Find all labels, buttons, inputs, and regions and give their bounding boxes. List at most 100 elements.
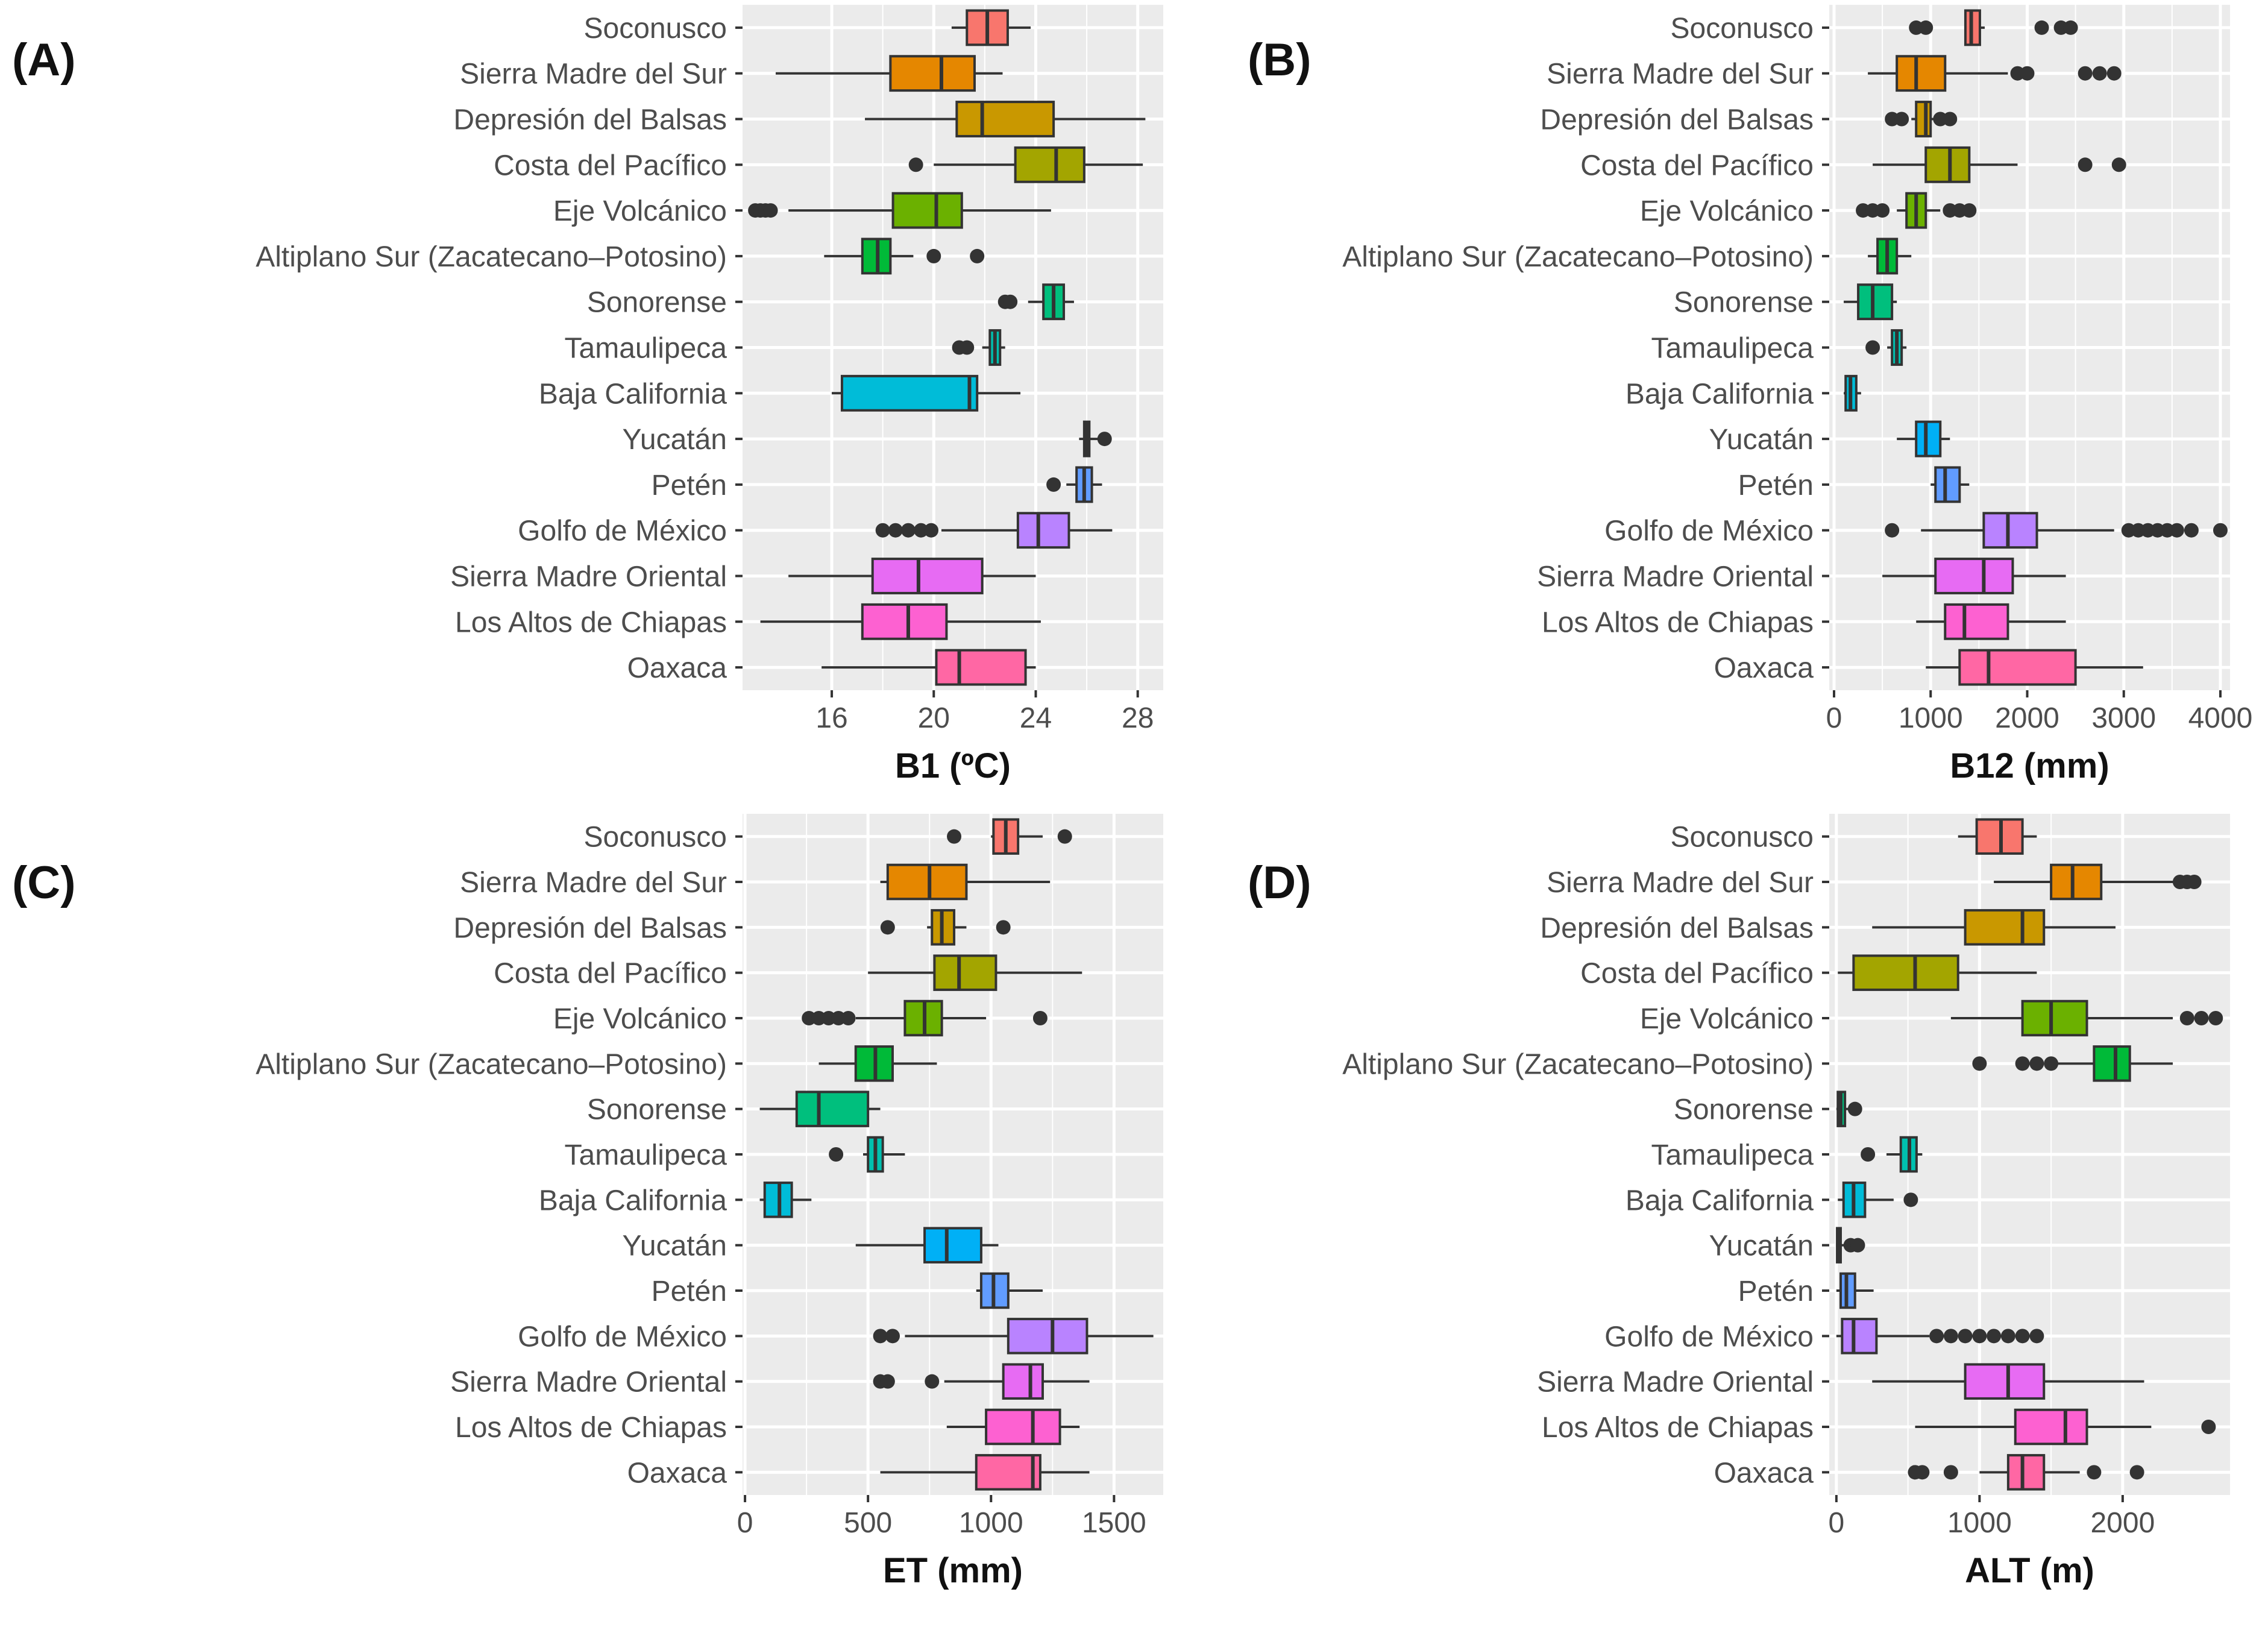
- box-6: Altiplano Sur (Zacatecano–Potosino): [256, 238, 985, 275]
- box-body: [1852, 954, 1959, 991]
- box-body: [1016, 512, 1070, 549]
- box-body: [933, 954, 997, 991]
- outlier-point: [763, 203, 778, 218]
- category-label: Altiplano Sur (Zacatecano–Potosino): [1342, 241, 1814, 273]
- outlier-point: [1865, 340, 1880, 355]
- outlier-point: [2087, 1465, 2102, 1480]
- outlier-point: [2034, 20, 2049, 35]
- category-label: Soconusco: [584, 13, 727, 45]
- box-14: Los Altos de Chiapas: [1542, 1408, 2216, 1446]
- box-body: [1924, 146, 1971, 183]
- x-tick-label: 0: [1829, 1507, 1845, 1539]
- box-14: Los Altos de Chiapas: [1542, 603, 2066, 640]
- category-label: Oaxaca: [627, 1457, 727, 1489]
- category-label: Eje Volcánico: [1640, 1003, 1814, 1035]
- outlier-point: [2187, 875, 2202, 889]
- outlier-point: [1894, 112, 1909, 127]
- category-label: Baja California: [539, 1185, 727, 1216]
- outlier-point: [2194, 1011, 2209, 1025]
- box-3: Depresión del Balsas: [453, 101, 1146, 137]
- outlier-point: [908, 157, 923, 172]
- box-body: [1002, 1363, 1044, 1400]
- box-body: [1944, 603, 2009, 640]
- box-body: [2093, 1045, 2131, 1082]
- category-label: Sonorense: [587, 287, 727, 319]
- box-5: Eje Volcánico: [1640, 192, 1977, 229]
- category-label: Yucatán: [1709, 424, 1814, 456]
- box-body: [1007, 1318, 1088, 1355]
- box-5: Eje Volcánico: [553, 999, 1048, 1037]
- box-6: Altiplano Sur (Zacatecano–Potosino): [1342, 1045, 2173, 1082]
- box-4: Costa del Pacífico: [494, 954, 1082, 991]
- category-label: Eje Volcánico: [553, 195, 727, 227]
- outlier-point: [914, 523, 929, 538]
- outlier-point: [960, 340, 975, 355]
- box-body: [1934, 466, 1961, 503]
- outlier-point: [888, 523, 903, 538]
- outlier-point: [1915, 1465, 1930, 1480]
- category-label: Depresión del Balsas: [1540, 104, 1814, 136]
- category-label: Golfo de México: [518, 515, 727, 547]
- box-9: Baja California: [1626, 374, 1861, 412]
- category-label: Oaxaca: [1714, 652, 1814, 684]
- outlier-point: [2184, 523, 2199, 538]
- outlier-point: [1032, 1011, 1048, 1025]
- outlier-point: [875, 523, 890, 538]
- x-tick-label: 3000: [2091, 702, 2156, 734]
- outlier-point: [1987, 1329, 2002, 1344]
- box-14: Los Altos de Chiapas: [455, 1408, 1080, 1446]
- box-body: [2021, 999, 2088, 1037]
- category-label: Sierra Madre del Sur: [460, 58, 727, 90]
- category-label: Eje Volcánico: [1640, 195, 1814, 227]
- box-1: Soconusco: [1671, 818, 2037, 855]
- outlier-point: [2015, 1056, 2030, 1071]
- x-tick-label: 16: [815, 702, 847, 734]
- category-label: Soconusco: [1671, 13, 1814, 45]
- category-label: Baja California: [539, 378, 727, 410]
- outlier-point: [1972, 1329, 1987, 1344]
- panel-c: (C) 0 500 1000 1500 ET (mm) Soconusco Sierra Ma…: [12, 814, 1163, 1590]
- category-label: Los Altos de Chiapas: [1542, 1412, 1814, 1444]
- outlier-point: [1057, 829, 1072, 844]
- x-tick-label: 24: [1020, 702, 1052, 734]
- category-label: Tamaulipeca: [565, 333, 727, 365]
- outlier-point: [1943, 1465, 1958, 1480]
- box-10: Yucatán: [1709, 1227, 1865, 1264]
- box-7: Sonorense: [1674, 283, 1897, 321]
- box-7: Sonorense: [1674, 1090, 1862, 1127]
- box-1: Soconusco: [1671, 9, 2078, 46]
- box-12: Golfo de México: [1604, 1318, 2044, 1355]
- box-body: [871, 558, 984, 594]
- box-6: Altiplano Sur (Zacatecano–Potosino): [256, 1045, 937, 1082]
- box-5: Eje Volcánico: [553, 192, 1051, 229]
- outlier-point: [2078, 66, 2093, 81]
- x-tick-label: 0: [737, 1507, 753, 1539]
- box-13: Sierra Madre Oriental: [1537, 1363, 2144, 1400]
- category-label: Sierra Madre del Sur: [460, 867, 727, 899]
- category-label: Sonorense: [587, 1094, 727, 1126]
- outlier-point: [829, 1147, 844, 1162]
- category-label: Sierra Madre Oriental: [1537, 561, 1814, 593]
- x-tick-label: 1500: [1082, 1507, 1146, 1539]
- outlier-point: [996, 920, 1011, 935]
- outlier-point: [841, 1011, 856, 1025]
- box-10: Yucatán: [1709, 420, 1950, 458]
- box-body: [840, 374, 979, 412]
- box-body: [2014, 1408, 2088, 1446]
- category-label: Sierra Madre Oriental: [450, 1367, 727, 1399]
- category-label: Altiplano Sur (Zacatecano–Potosino): [256, 1048, 727, 1080]
- panel-b: (B) 0 1000 2000 3000 4000 B12 (mm) Soconusco Sie…: [1248, 5, 2252, 785]
- outlier-point: [1885, 523, 1900, 538]
- box-body: [1934, 558, 2014, 594]
- box-7: Sonorense: [587, 1090, 881, 1127]
- box-body: [889, 55, 976, 92]
- category-label: Petén: [652, 470, 727, 502]
- box-body: [1982, 512, 2038, 549]
- x-tick-label: 2000: [1995, 702, 2059, 734]
- outlier-point: [926, 248, 941, 263]
- category-label: Sierra Madre Oriental: [1537, 1367, 1814, 1399]
- box-13: Sierra Madre Oriental: [450, 558, 1036, 594]
- outlier-point: [2020, 66, 2035, 81]
- outlier-point: [925, 1374, 940, 1389]
